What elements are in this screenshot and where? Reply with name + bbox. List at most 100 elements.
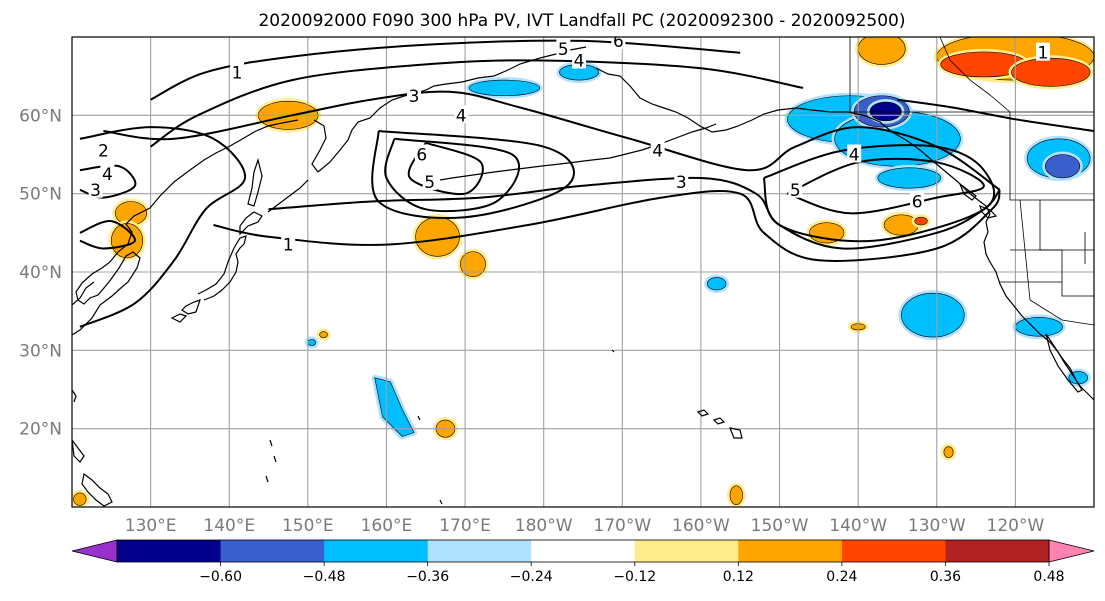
colorbar-segment xyxy=(324,540,429,562)
anomaly-patch xyxy=(729,485,743,505)
contour-label-bg xyxy=(406,85,421,104)
contour-label: 4 xyxy=(102,165,113,185)
anomaly-patch xyxy=(857,37,906,65)
contour-label-bg xyxy=(847,144,862,163)
anomaly-patch xyxy=(1044,154,1081,179)
contour-label-bg xyxy=(650,140,665,159)
contour-label-bg xyxy=(611,37,626,49)
anomaly-patch xyxy=(468,79,541,97)
anomaly-patch xyxy=(706,277,727,291)
colorbar-segment xyxy=(841,540,946,562)
contour-label: 1 xyxy=(1037,44,1048,64)
contour-label: 5 xyxy=(558,40,569,60)
lon-tick-label: 160°W xyxy=(672,516,730,536)
pv-contour-line xyxy=(384,137,520,213)
contour-label-bg xyxy=(96,140,111,159)
anomaly-patch xyxy=(901,292,965,338)
contour-label: 1 xyxy=(283,236,294,256)
contour-label-bg xyxy=(88,179,103,198)
contour-label-bg xyxy=(100,164,115,183)
colorbar-extend-high xyxy=(1048,539,1095,563)
contour-label-bg xyxy=(910,191,925,210)
anomaly-patch xyxy=(374,377,415,437)
anomaly-patch xyxy=(877,167,941,189)
lon-tick-label: 130°E xyxy=(125,516,177,536)
contour-label: 4 xyxy=(652,142,663,162)
contour-label: 3 xyxy=(90,181,101,201)
colorbar-tick-label: −0.12 xyxy=(613,569,656,585)
pv-contour-line xyxy=(103,90,1001,191)
colorbar-segment xyxy=(634,540,739,562)
coastlines xyxy=(72,46,1094,507)
contour-label: 5 xyxy=(424,173,435,193)
colorbar-tick-label: −0.60 xyxy=(199,569,242,585)
colorbar-tick-label: 0.24 xyxy=(826,569,857,585)
contour-label: 6 xyxy=(912,193,923,213)
contour-label-bg xyxy=(230,62,245,81)
contour-label-bg xyxy=(1035,42,1050,61)
contour-label-bg xyxy=(281,234,296,253)
colorbar-tick-label: 0.12 xyxy=(723,569,754,585)
lon-tick-label: 180°W xyxy=(515,516,573,536)
anomaly-patch xyxy=(943,446,954,458)
lon-tick-label: 150°E xyxy=(282,516,334,536)
contour-label: 2 xyxy=(98,142,109,162)
pv-contour-line xyxy=(762,144,996,243)
contour-label-bg xyxy=(674,171,689,190)
colorbar-segment xyxy=(220,540,325,562)
colorbar-segment xyxy=(738,540,843,562)
colorbar-segment xyxy=(117,540,222,562)
lon-tick-label: 170°W xyxy=(593,516,651,536)
lon-tick-label: 170°E xyxy=(439,516,491,536)
contour-label-bg xyxy=(422,171,437,190)
colorbar-frame xyxy=(116,539,1050,563)
anomaly-patch xyxy=(319,331,328,339)
contour-label: 6 xyxy=(613,32,624,52)
political-borders xyxy=(849,37,1094,326)
lat-tick-label: 50°N xyxy=(19,185,62,205)
lon-tick-label: 140°E xyxy=(203,516,255,536)
contour-label: 4 xyxy=(849,146,860,166)
lat-tick-label: 20°N xyxy=(19,420,62,440)
lon-tick-label: 130°W xyxy=(908,516,966,536)
anomaly-patch xyxy=(460,251,486,277)
lat-tick-label: 30°N xyxy=(19,341,62,361)
anomaly-patch xyxy=(869,101,902,122)
colorbar-tick-label: −0.48 xyxy=(303,569,346,585)
colorbar-tick-label: 0.48 xyxy=(1033,569,1064,585)
pv-contour-line xyxy=(407,141,484,196)
contour-label: 3 xyxy=(676,173,687,193)
contour-label-bg xyxy=(556,38,571,57)
anomaly-patch xyxy=(1011,57,1091,87)
latitude-labels: 20°N 30°N 40°N 50°N 60°N xyxy=(19,106,62,439)
contour-label-bg xyxy=(414,144,429,163)
contour-label-bg xyxy=(454,105,469,124)
pv-contour-line xyxy=(268,176,1001,250)
contour-label-bg xyxy=(788,179,803,198)
pv-contour-line xyxy=(897,98,1094,132)
anomaly-patch xyxy=(914,216,928,226)
pv-contours xyxy=(79,39,1094,328)
longitude-labels: 130°E 140°E 150°E 160°E 170°E 180°W 170°W 160°W… xyxy=(125,516,1045,536)
pv-contour-line xyxy=(213,189,1001,262)
lon-tick-label: 140°W xyxy=(829,516,887,536)
colorbar-tick-label: −0.36 xyxy=(406,569,449,585)
map-frame xyxy=(71,36,1095,508)
colorbar-segment xyxy=(531,540,636,562)
colorbar-segment xyxy=(427,540,532,562)
contour-label: 1 xyxy=(232,63,243,83)
lat-tick-label: 40°N xyxy=(19,263,62,283)
colorbar-tick-label: 0.36 xyxy=(930,569,961,585)
lon-tick-label: 120°W xyxy=(987,516,1045,536)
contour-label-bg xyxy=(572,50,587,69)
contour-label: 5 xyxy=(790,181,801,201)
contour-label: 4 xyxy=(574,52,585,72)
lat-tick-label: 60°N xyxy=(19,106,62,126)
anomaly-patch xyxy=(307,339,317,346)
contour-label: 4 xyxy=(456,106,467,126)
pv-contour-line xyxy=(79,126,247,328)
lon-tick-label: 150°W xyxy=(751,516,809,536)
lon-tick-label: 160°E xyxy=(361,516,413,536)
